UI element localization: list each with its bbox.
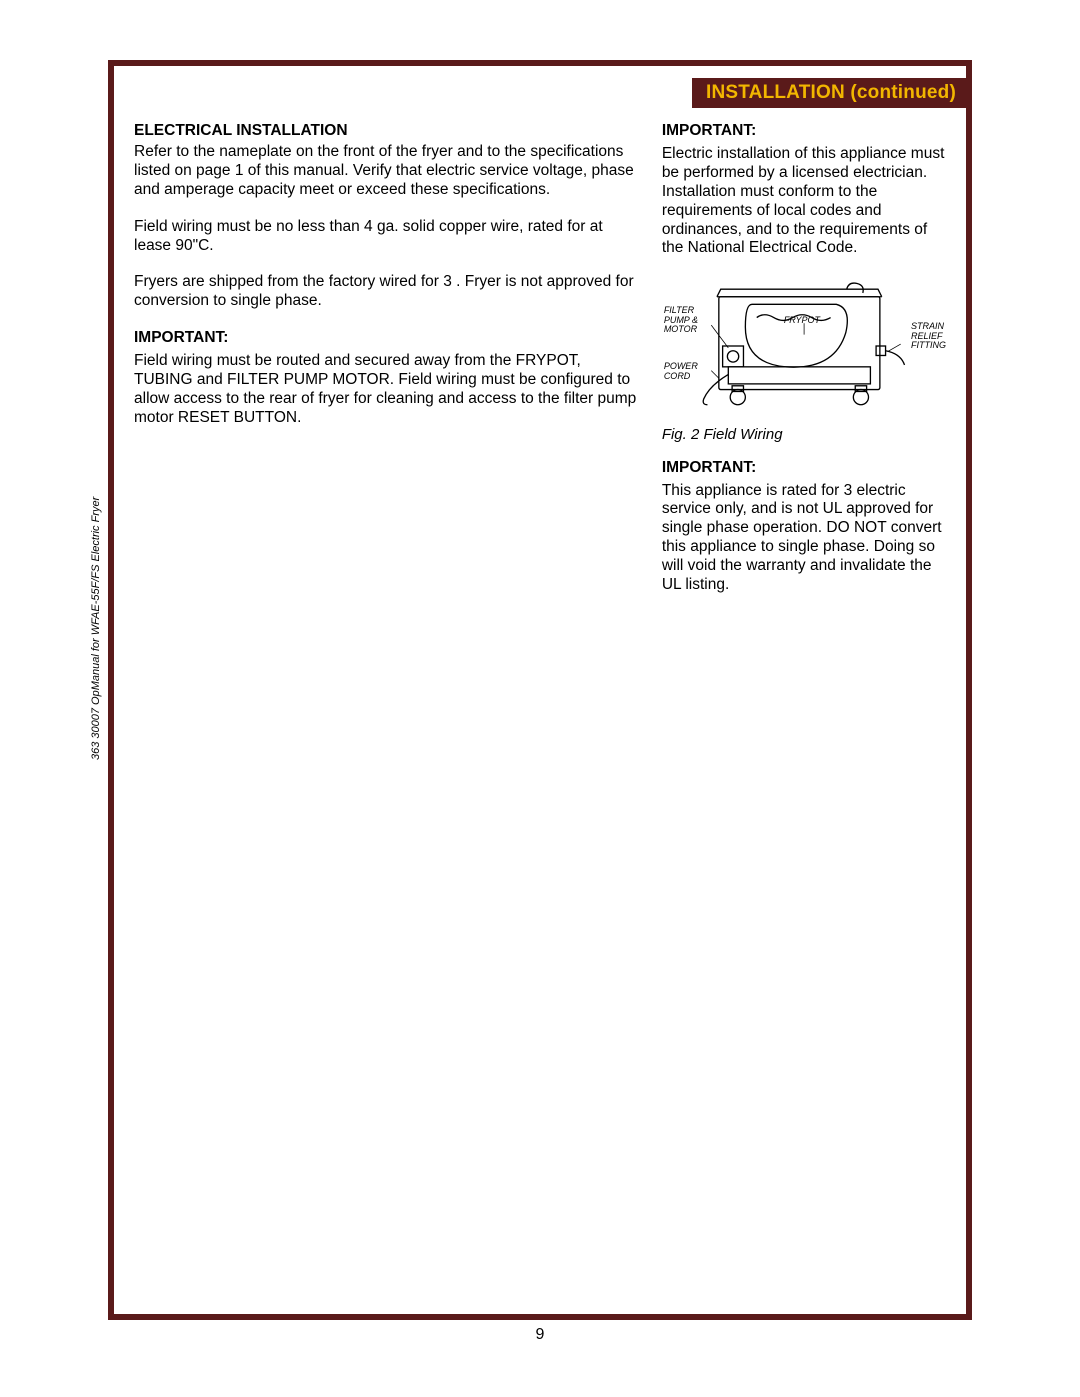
left-column: ELECTRICAL INSTALLATION Refer to the nam… xyxy=(134,122,640,1274)
electrical-installation-heading: ELECTRICAL INSTALLATION xyxy=(134,122,640,141)
figure-caption: Fig. 2 Field Wiring xyxy=(662,426,946,444)
fryer-line-drawing-icon xyxy=(662,276,946,416)
page-number: 9 xyxy=(536,1326,545,1344)
important-label-right-2: IMPORTANT: xyxy=(662,459,946,478)
paragraph-licensed-electrician: Electric installation of this appliance … xyxy=(662,145,946,258)
section-header: INSTALLATION (continued) xyxy=(692,78,966,108)
diagram-label-filter-pump: FILTERPUMP &MOTOR xyxy=(664,306,698,334)
diagram-label-frypot: FRYPOT xyxy=(784,316,820,325)
diagram-label-power-cord: POWERCORD xyxy=(664,362,698,381)
paragraph-factory-wired: Fryers are shipped from the factory wire… xyxy=(134,273,640,311)
paragraph-three-phase-only: This appliance is rated for 3 electric s… xyxy=(662,482,946,595)
paragraph-nameplate: Refer to the nameplate on the front of t… xyxy=(134,143,640,200)
content-area: ELECTRICAL INSTALLATION Refer to the nam… xyxy=(134,122,946,1274)
page-frame: INSTALLATION (continued) ELECTRICAL INST… xyxy=(108,60,972,1320)
important-label-right-1: IMPORTANT: xyxy=(662,122,946,141)
side-document-id: 363 30007 OpManual for WFAE-55F/FS Elect… xyxy=(90,497,102,760)
right-column: IMPORTANT: Electric installation of this… xyxy=(662,122,946,1274)
diagram-label-strain-relief: STRAINRELIEFFITTING xyxy=(911,322,946,350)
paragraph-field-wiring-gauge: Field wiring must be no less than 4 ga. … xyxy=(134,218,640,256)
important-label-left: IMPORTANT: xyxy=(134,329,640,348)
field-wiring-diagram: FILTERPUMP &MOTOR POWERCORD FRYPOT STRAI… xyxy=(662,276,946,416)
paragraph-routing: Field wiring must be routed and secured … xyxy=(134,352,640,428)
